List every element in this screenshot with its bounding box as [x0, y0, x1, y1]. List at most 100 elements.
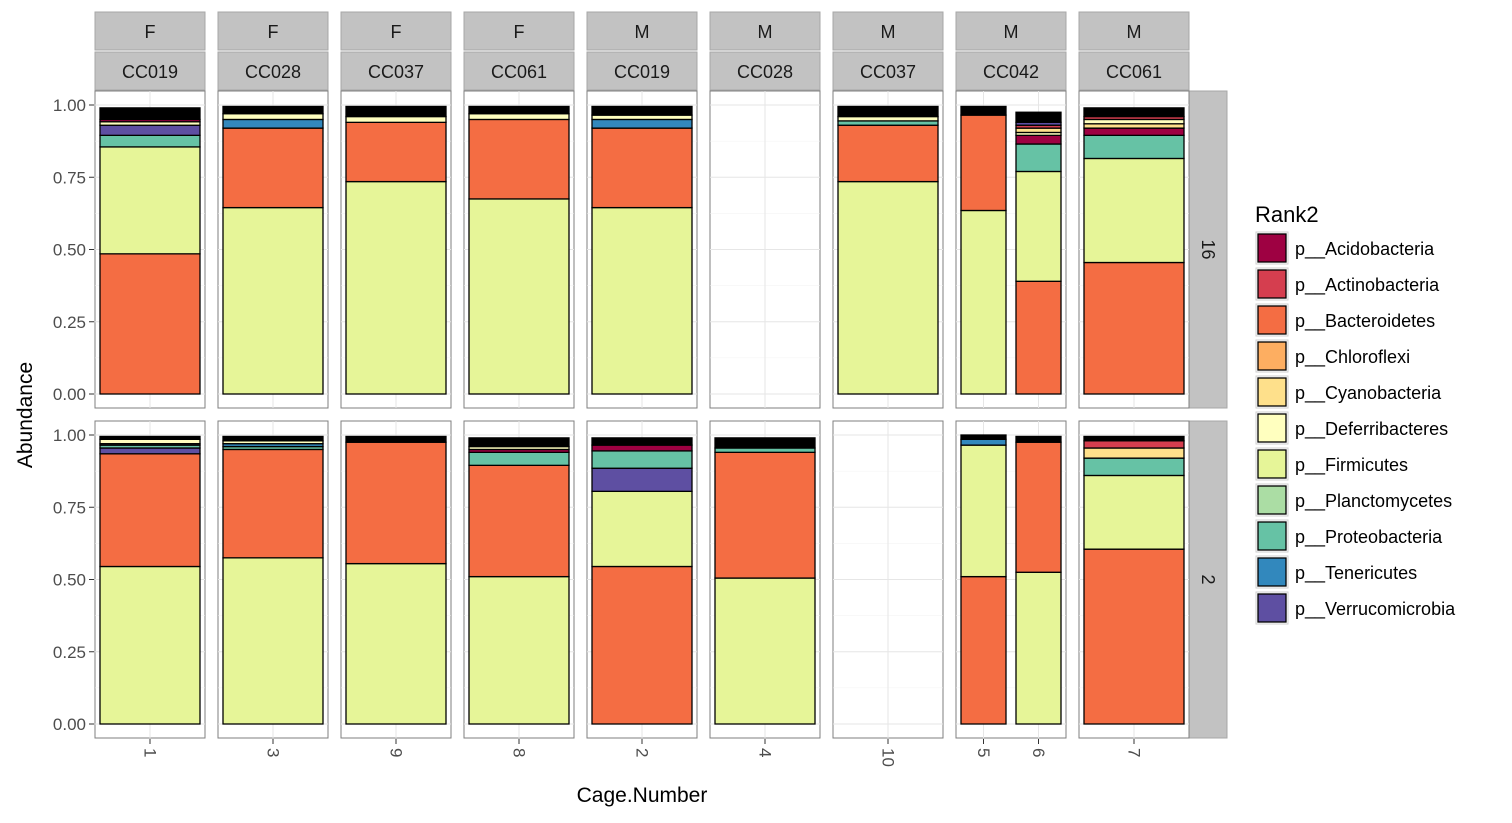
- bar-segment: [714, 577, 816, 725]
- facet-strip-top-label: M: [881, 22, 896, 42]
- legend-key: [1257, 557, 1287, 587]
- legend-key: [1257, 413, 1287, 443]
- legend-item-label: p__Tenericutes: [1295, 563, 1417, 584]
- bar-segment: [345, 435, 447, 443]
- bar-segment: [222, 105, 324, 115]
- bar-segment: [468, 118, 570, 200]
- y-axis-title: Abundance: [14, 362, 37, 468]
- bar-segment: [960, 444, 1007, 578]
- x-tick-label: 7: [1125, 748, 1144, 757]
- legend-item-label: p__Actinobacteria: [1295, 275, 1440, 296]
- facet-strip-bottom: [463, 51, 575, 91]
- bar-segment: [591, 127, 693, 209]
- bar-segment: [1015, 170, 1062, 282]
- bar-segment: [1083, 457, 1185, 477]
- legend-item-label: p__Planctomycetes: [1295, 491, 1452, 512]
- legend-item-label: p__Proteobacteria: [1295, 527, 1443, 548]
- bar-segment: [960, 209, 1007, 395]
- legend-item-label: p__Acidobacteria: [1295, 239, 1435, 260]
- y-tick-label: 1.00: [53, 96, 86, 115]
- facet-strip-top-label: F: [514, 22, 525, 42]
- y-tick-label: 1.00: [53, 426, 86, 445]
- facet-strip-bottom-label: CC042: [983, 62, 1039, 82]
- bar-segment: [591, 206, 693, 395]
- legend-item-label: p__Deferribacteres: [1295, 419, 1448, 440]
- bar-segment: [99, 447, 201, 455]
- facet-strip-bottom-label: CC019: [614, 62, 670, 82]
- legend-key: [1257, 377, 1287, 407]
- bar-segment: [468, 437, 570, 448]
- legend-key: [1257, 449, 1287, 479]
- facet-strip-bottom-label: CC037: [368, 62, 424, 82]
- bar-segment: [960, 114, 1007, 212]
- bar-segment: [960, 438, 1007, 446]
- bar-segment: [837, 105, 939, 118]
- bar-segment: [591, 490, 693, 568]
- facet-strip-bottom: [340, 51, 452, 91]
- y-tick-label: 0.25: [53, 643, 86, 662]
- facet-strip-top-label: F: [391, 22, 402, 42]
- facet-strip-row-label: 2: [1198, 574, 1218, 584]
- legend-title: Rank2: [1255, 202, 1319, 227]
- bar-segment: [99, 438, 201, 445]
- bar-segment: [591, 118, 693, 129]
- bar-segment: [591, 105, 693, 116]
- bar-segment: [1015, 280, 1062, 395]
- bar-segment: [1083, 157, 1185, 264]
- bar-segment: [1015, 134, 1062, 145]
- bar-segment: [1015, 127, 1062, 134]
- bar-segment: [345, 105, 447, 118]
- bar-segment: [99, 124, 201, 136]
- bar-segment: [1083, 107, 1185, 118]
- bar-segment: [99, 453, 201, 568]
- bar-segment: [1083, 118, 1185, 125]
- facet-strip-bottom: [1078, 51, 1190, 91]
- bar-segment: [1015, 111, 1062, 123]
- facet-strip-bottom: [709, 51, 821, 91]
- bar-segment: [468, 451, 570, 466]
- facet-strip-bottom-label: CC019: [122, 62, 178, 82]
- y-tick-label: 0.00: [53, 715, 86, 734]
- bar-segment: [345, 441, 447, 565]
- bar-segment: [1083, 123, 1185, 129]
- legend-key: [1257, 521, 1287, 551]
- bar-segment: [837, 180, 939, 395]
- bar-segment: [99, 146, 201, 255]
- bar-segment: [468, 198, 570, 395]
- y-tick-label: 0.00: [53, 385, 86, 404]
- bar-segment: [468, 105, 570, 115]
- bar-segment: [960, 434, 1007, 440]
- facet-strip-top: [1078, 11, 1190, 51]
- facet-strip-top: [94, 11, 206, 51]
- bar-segment: [714, 451, 816, 579]
- bar-segment: [222, 448, 324, 559]
- bar-segment: [960, 105, 1007, 116]
- facet-strip-bottom: [955, 51, 1067, 91]
- bar-segment: [1083, 548, 1185, 725]
- bar-segment: [99, 435, 201, 440]
- x-tick-label: 6: [1029, 748, 1048, 757]
- bar-segment: [222, 435, 324, 442]
- bar-segment: [468, 113, 570, 121]
- bar-segment: [591, 450, 693, 469]
- facet-strip-bottom-label: CC061: [491, 62, 547, 82]
- facet-strip-row: [1188, 420, 1228, 739]
- bar-segment: [591, 467, 693, 493]
- facet-strip-row: [1188, 90, 1228, 409]
- bar-segment: [1015, 441, 1062, 573]
- facet-strip-top: [340, 11, 452, 51]
- bar-segment: [222, 206, 324, 395]
- bar-segment: [468, 464, 570, 578]
- legend-item-label: p__Chloroflexi: [1295, 347, 1410, 368]
- x-tick-label: 2: [633, 748, 652, 757]
- bar-segment: [345, 180, 447, 395]
- bar-segment: [1015, 143, 1062, 173]
- legend-key: [1257, 341, 1287, 371]
- y-tick-label: 0.25: [53, 313, 86, 332]
- bar-segment: [222, 557, 324, 725]
- facet-strip-top-label: M: [758, 22, 773, 42]
- facet-strip-top-label: M: [1004, 22, 1019, 42]
- x-axis-title: Cage.Number: [577, 784, 708, 807]
- facet-strip-bottom-label: CC037: [860, 62, 916, 82]
